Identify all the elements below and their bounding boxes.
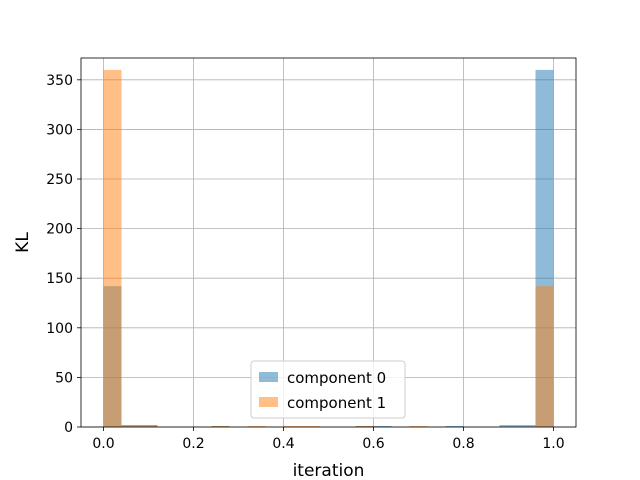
x-tick-label: 1.0 [542, 436, 564, 452]
y-tick-label: 350 [46, 73, 73, 89]
y-tick-label: 150 [46, 271, 73, 287]
legend: component 0 component 1 [250, 360, 406, 419]
x-axis-ticks: 0.0 0.2 0.4 0.6 0.8 1.0 [92, 427, 565, 452]
histogram-bar-series-1 [103, 69, 122, 427]
legend-box [250, 360, 406, 419]
histogram-bar-series-0 [517, 425, 536, 427]
histogram-bars [103, 69, 554, 427]
histogram-bar-series-1 [535, 286, 554, 427]
x-tick-label: 0.0 [92, 436, 114, 452]
x-axis-label: iteration [293, 461, 365, 480]
legend-label: component 0 [287, 369, 386, 387]
histogram-bar-series-1 [409, 426, 428, 427]
x-tick-label: 0.6 [362, 436, 384, 452]
x-tick-label: 0.8 [452, 436, 474, 452]
histogram-bar-series-0 [499, 425, 518, 427]
histogram-bar-series-1 [355, 426, 374, 427]
x-tick-label: 0.2 [182, 436, 204, 452]
y-tick-label: 100 [46, 321, 73, 337]
y-axis-label: KL [13, 232, 33, 253]
y-tick-label: 300 [46, 122, 73, 138]
histogram-bar-series-1 [283, 426, 302, 427]
histogram-bar-series-1 [301, 426, 320, 427]
legend-swatch [259, 372, 278, 382]
histogram-bar-series-1 [247, 426, 266, 427]
histogram-bar-series-0 [373, 426, 392, 427]
y-tick-label: 200 [46, 222, 73, 238]
histogram-bar-series-1 [139, 425, 158, 427]
y-tick-label: 50 [55, 370, 73, 386]
y-tick-label: 0 [64, 420, 73, 436]
legend-swatch [259, 397, 278, 407]
y-axis-ticks: 0 50 100 150 200 250 300 350 [46, 73, 81, 436]
x-tick-label: 0.4 [272, 436, 294, 452]
y-tick-label: 250 [46, 172, 73, 188]
histogram-bar-series-1 [121, 425, 140, 427]
axes-frame [80, 57, 577, 428]
legend-label: component 1 [287, 394, 386, 412]
histogram-bar-series-1 [211, 426, 230, 427]
histogram-bar-series-0 [445, 426, 464, 427]
